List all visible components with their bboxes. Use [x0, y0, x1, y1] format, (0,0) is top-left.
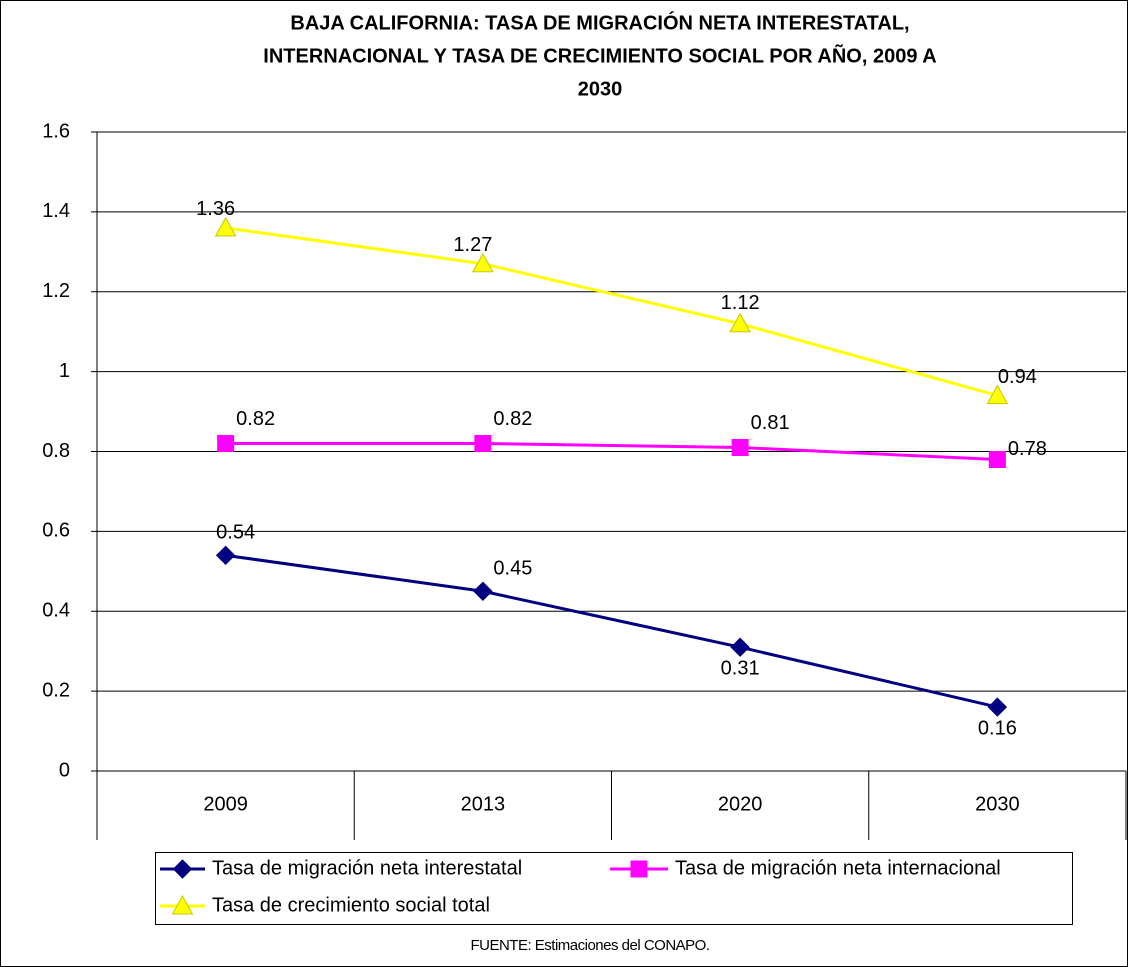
data-line — [225, 442, 998, 461]
data-label: 1.36 — [196, 198, 235, 220]
data-point — [729, 312, 751, 333]
data-point — [474, 435, 492, 453]
legend-label: Tasa de migración neta internacional — [675, 857, 1001, 879]
data-point — [731, 439, 749, 457]
data-point — [730, 637, 750, 657]
source-note: FUENTE: Estimaciones del CONAPO. — [470, 937, 709, 954]
data-point — [473, 581, 493, 601]
y-tick-label: 0.4 — [42, 600, 70, 622]
data-label: 0.82 — [236, 408, 275, 430]
data-label: 0.31 — [721, 657, 760, 679]
data-line — [225, 553, 998, 709]
y-tick-label: 0.8 — [42, 440, 70, 462]
y-tick-label: 1 — [59, 360, 70, 382]
x-tick-label: 2009 — [203, 793, 248, 815]
data-point — [217, 435, 235, 453]
x-tick-label: 2030 — [975, 793, 1020, 815]
y-tick-label: 1.6 — [42, 120, 70, 142]
data-point — [214, 216, 237, 237]
data-point — [987, 697, 1008, 717]
data-line — [225, 226, 998, 398]
data-label: 0.54 — [216, 522, 255, 544]
x-tick-label: 2013 — [461, 793, 506, 815]
data-label: 1.12 — [721, 292, 760, 314]
data-label: 0.82 — [493, 408, 532, 430]
y-tick-label: 0.6 — [42, 520, 70, 542]
x-tick-label: 2020 — [718, 793, 763, 815]
y-tick-label: 0.2 — [42, 679, 70, 701]
data-label: 0.16 — [978, 717, 1017, 739]
legend-label: Tasa de migración neta interestatal — [212, 857, 522, 879]
data-point — [988, 450, 1006, 468]
data-label: 0.94 — [998, 366, 1037, 388]
legend-box — [155, 852, 1073, 925]
chart-title: BAJA CALIFORNIA: TASA DE MIGRACIÓN NETA … — [290, 10, 909, 34]
legend-marker — [171, 894, 194, 915]
data-point — [472, 252, 494, 273]
legend-marker — [630, 860, 648, 878]
y-tick-label: 0 — [59, 759, 70, 781]
data-label: 0.78 — [1008, 438, 1047, 460]
data-point — [986, 384, 1009, 405]
y-tick-label: 1.2 — [42, 280, 70, 302]
data-label: 0.45 — [493, 558, 532, 580]
legend-label: Tasa de crecimiento social total — [212, 894, 490, 916]
chart-title: INTERNACIONAL Y TASA DE CRECIMIENTO SOCI… — [263, 44, 936, 67]
legend-marker — [172, 859, 193, 879]
y-tick-label: 1.4 — [42, 200, 70, 222]
chart-title: 2030 — [578, 78, 623, 100]
data-label: 1.27 — [453, 234, 492, 256]
data-label: 0.81 — [751, 412, 790, 434]
data-point — [215, 545, 236, 566]
